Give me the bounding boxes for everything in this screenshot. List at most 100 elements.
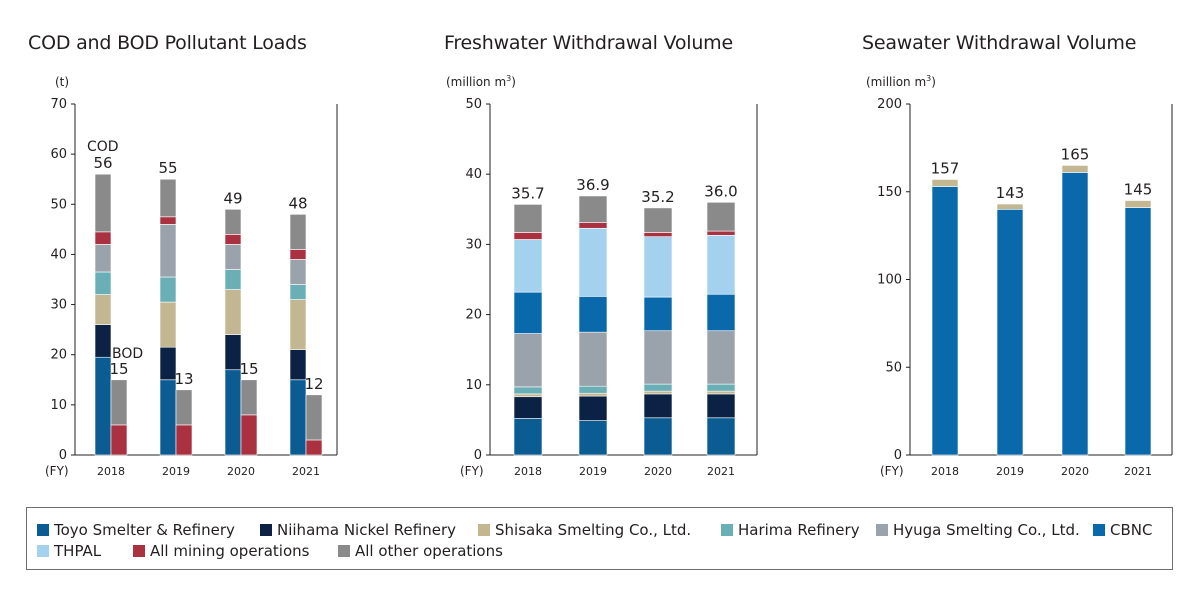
bar-segment-other (159, 178, 177, 218)
bar-segment-cbnc (1061, 172, 1089, 456)
x-tick-label: 2019 (996, 465, 1024, 478)
x-tick-label: 2021 (1124, 465, 1152, 478)
unit-label-close: ) (931, 75, 936, 89)
chart-title-cod-bod: COD and BOD Pollutant Loads (28, 32, 307, 54)
bar-segment-hyuga (159, 224, 177, 278)
bar-segment-mining (224, 234, 242, 245)
bar-total-label: 12 (304, 375, 323, 393)
bar-segment-other (110, 379, 128, 426)
unit-label-base: (million m (866, 75, 926, 89)
bar-segment-harima (578, 385, 608, 394)
bar-segment-shisaka (578, 392, 608, 397)
bar-segment-cbnc (1124, 207, 1152, 456)
bar-segment-niihama (706, 393, 736, 419)
bar-segment-harima (513, 386, 543, 395)
bar-segment-harima (289, 284, 307, 300)
y-tick-label: 50 (885, 360, 902, 375)
unit-label-superscript: 3 (506, 74, 511, 83)
bar-segment-hyuga (289, 259, 307, 285)
y-tick-label: 40 (50, 247, 67, 262)
legend-swatch (1093, 524, 1105, 536)
bar-segment-shisaka (1124, 200, 1152, 208)
bar-total-label: 165 (1061, 145, 1090, 163)
bar-segment-shisaka (931, 179, 959, 187)
bar-segment-mining (94, 231, 112, 245)
bar-segment-toyo (643, 417, 673, 456)
bar-segment-niihama (643, 393, 673, 419)
x-tick-label: 2019 (162, 465, 190, 478)
legend-swatch (478, 524, 490, 536)
bar-segment-shisaka (289, 299, 307, 350)
bar-total-label: 35.7 (511, 184, 544, 202)
bar-total-label: 48 (288, 194, 307, 212)
bar-segment-hyuga (578, 331, 608, 387)
bar-segment-toyo (706, 417, 736, 456)
y-tick-label: 50 (465, 97, 482, 112)
bar-segment-shisaka (513, 393, 543, 398)
bar-segment-other (240, 379, 258, 416)
bar-segment-hyuga (94, 244, 112, 273)
x-axis-label: (FY) (880, 464, 904, 478)
bar-segment-niihama (94, 324, 112, 358)
bar-segment-thpal (578, 227, 608, 297)
bar-segment-cbnc (996, 209, 1024, 456)
y-tick-label: 50 (50, 197, 67, 212)
bar-segment-harima (706, 383, 736, 392)
bar-segment-shisaka (224, 289, 242, 335)
legend-swatch (37, 524, 49, 536)
bar-segment-shisaka (996, 203, 1024, 210)
unit-label: (million m3) (866, 74, 936, 89)
legend-label: Harima Refinery (738, 521, 860, 539)
legend-item-cbnc: CBNC (1093, 521, 1152, 539)
bar-segment-cbnc (643, 296, 673, 332)
bar-segment-shisaka (94, 294, 112, 325)
legend-swatch (721, 524, 733, 536)
legend-swatch (260, 524, 272, 536)
bar-segment-other (643, 207, 673, 233)
x-tick-label: 2020 (227, 465, 255, 478)
bar-segment-harima (94, 271, 112, 295)
unit-label: (million m3) (446, 74, 516, 89)
cod-annotation: COD (87, 139, 119, 155)
bar-segment-mining (110, 424, 128, 456)
bar-segment-other (513, 204, 543, 233)
bar-segment-cbnc (513, 291, 543, 334)
legend-item-mining: All mining operations (133, 542, 309, 560)
bar-segment-other (578, 195, 608, 223)
y-tick-label: 200 (877, 97, 902, 112)
bar-segment-other (94, 173, 112, 233)
y-tick-label: 10 (50, 398, 67, 413)
bar-segment-other (305, 394, 323, 441)
bar-segment-other (289, 214, 307, 250)
x-tick-label: 2018 (97, 465, 125, 478)
y-tick-label: 60 (50, 147, 67, 162)
y-tick-label: 20 (50, 348, 67, 363)
bar-segment-harima (643, 383, 673, 392)
bar-segment-shisaka (643, 390, 673, 395)
bar-total-label: 157 (931, 159, 960, 177)
legend-label: Niihama Nickel Refinery (277, 521, 456, 539)
x-axis-label: (FY) (45, 464, 69, 478)
legend-label: Toyo Smelter & Refinery (54, 521, 235, 539)
legend-item-niihama: Niihama Nickel Refinery (260, 521, 456, 539)
bar-total-label: 36.0 (704, 182, 737, 200)
y-tick-label: 0 (894, 448, 902, 463)
bar-segment-mining (643, 232, 673, 237)
bar-total-label: 56 (93, 154, 112, 172)
bod-annotation: BOD (112, 346, 143, 362)
legend-swatch (37, 545, 49, 557)
legend: Toyo Smelter & Refinery Niihama Nickel Re… (26, 507, 1173, 570)
unit-label: (t) (55, 75, 69, 89)
bar-segment-cbnc (578, 296, 608, 333)
legend-swatch (338, 545, 350, 557)
bar-total-label: 145 (1124, 181, 1153, 199)
legend-item-harima: Harima Refinery (721, 521, 860, 539)
bar-segment-other (706, 201, 736, 232)
bar-segment-mining (240, 414, 258, 456)
bar-segment-hyuga (706, 330, 736, 385)
bar-total-label: 13 (174, 370, 193, 388)
bar-segment-other (224, 209, 242, 235)
bar-segment-toyo (159, 379, 177, 456)
bar-segment-mining (706, 230, 736, 236)
bar-segment-hyuga (224, 244, 242, 270)
